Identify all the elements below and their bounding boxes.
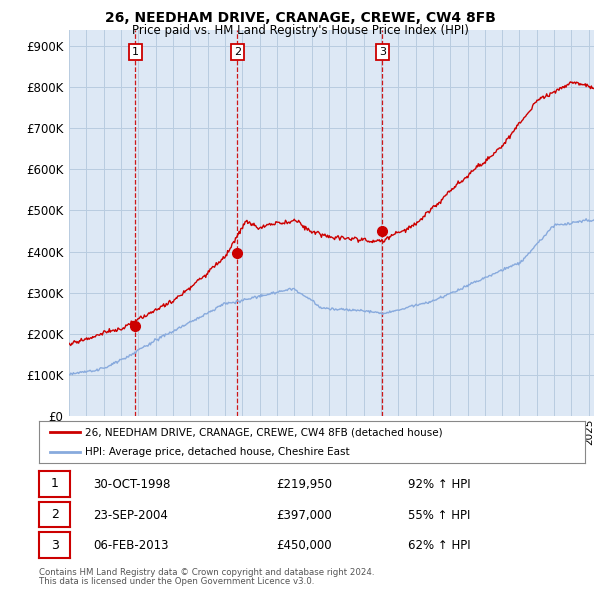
Text: HPI: Average price, detached house, Cheshire East: HPI: Average price, detached house, Ches…	[85, 447, 350, 457]
Text: 1: 1	[50, 477, 59, 490]
Text: 2: 2	[234, 47, 241, 57]
Text: £397,000: £397,000	[276, 509, 332, 522]
Text: 06-FEB-2013: 06-FEB-2013	[93, 539, 169, 552]
Text: £219,950: £219,950	[276, 478, 332, 491]
Text: 55% ↑ HPI: 55% ↑ HPI	[408, 509, 470, 522]
Text: 2: 2	[50, 508, 59, 521]
Text: 26, NEEDHAM DRIVE, CRANAGE, CREWE, CW4 8FB: 26, NEEDHAM DRIVE, CRANAGE, CREWE, CW4 8…	[104, 11, 496, 25]
Text: 30-OCT-1998: 30-OCT-1998	[93, 478, 170, 491]
Text: Price paid vs. HM Land Registry's House Price Index (HPI): Price paid vs. HM Land Registry's House …	[131, 24, 469, 37]
Text: 23-SEP-2004: 23-SEP-2004	[93, 509, 168, 522]
Text: 92% ↑ HPI: 92% ↑ HPI	[408, 478, 470, 491]
Text: £450,000: £450,000	[276, 539, 332, 552]
Text: 62% ↑ HPI: 62% ↑ HPI	[408, 539, 470, 552]
Text: 1: 1	[132, 47, 139, 57]
Text: 3: 3	[379, 47, 386, 57]
Text: Contains HM Land Registry data © Crown copyright and database right 2024.: Contains HM Land Registry data © Crown c…	[39, 568, 374, 576]
Text: 3: 3	[50, 539, 59, 552]
Text: This data is licensed under the Open Government Licence v3.0.: This data is licensed under the Open Gov…	[39, 577, 314, 586]
Text: 26, NEEDHAM DRIVE, CRANAGE, CREWE, CW4 8FB (detached house): 26, NEEDHAM DRIVE, CRANAGE, CREWE, CW4 8…	[85, 427, 443, 437]
